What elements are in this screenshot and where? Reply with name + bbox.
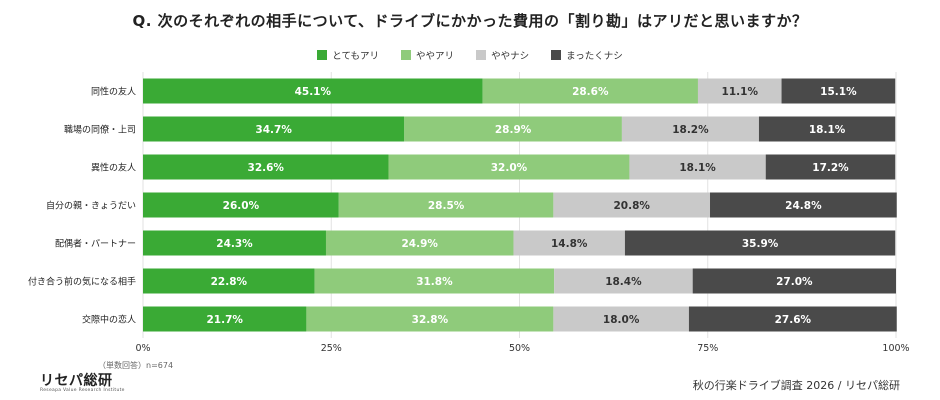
bar-segment bbox=[338, 192, 554, 218]
data-label: 18.2% bbox=[672, 124, 709, 136]
legend-label: とてもアリ bbox=[332, 51, 380, 62]
legend-item-somewhat-yes: ややアリ bbox=[401, 48, 454, 62]
category-label: 交際中の恋人 bbox=[82, 314, 136, 326]
bar-segment bbox=[388, 154, 630, 180]
sample-size-note: （単数回答）n=674 bbox=[98, 361, 174, 370]
bar-segment bbox=[143, 192, 339, 218]
bar-segment bbox=[758, 116, 896, 142]
data-label: 20.8% bbox=[613, 200, 650, 212]
legend-item-not-at-all: まったくナシ bbox=[551, 48, 623, 62]
data-label: 27.6% bbox=[775, 314, 812, 326]
category-label: 異性の友人 bbox=[91, 162, 136, 174]
category-label: 同性の友人 bbox=[91, 86, 136, 98]
bar-segment bbox=[482, 78, 698, 104]
bar-segment bbox=[325, 230, 514, 256]
source-credit: 秋の行楽ドライブ調査 2026 / リセパ総研 bbox=[692, 379, 900, 392]
data-label: 14.8% bbox=[551, 238, 588, 250]
bar-segment bbox=[688, 306, 897, 332]
data-label: 18.0% bbox=[603, 314, 640, 326]
x-tick-label: 0% bbox=[135, 343, 150, 354]
bar-segment bbox=[143, 154, 389, 180]
data-label: 28.9% bbox=[495, 124, 532, 136]
legend-swatch bbox=[401, 50, 412, 60]
data-label: 11.1% bbox=[722, 86, 759, 98]
legend-label: まったくナシ bbox=[566, 51, 623, 62]
data-label: 28.6% bbox=[572, 86, 609, 98]
data-label: 34.7% bbox=[255, 124, 292, 136]
data-label: 24.9% bbox=[402, 238, 439, 250]
bar-segment bbox=[553, 306, 689, 332]
legend-item-somewhat-no: ややナシ bbox=[476, 48, 529, 62]
bar-segment bbox=[314, 268, 555, 294]
legend-swatch bbox=[551, 50, 562, 60]
category-label: 職場の同僚・上司 bbox=[64, 124, 136, 136]
legend-item-very-yes: とてもアリ bbox=[317, 48, 379, 62]
bar-segment bbox=[143, 116, 405, 142]
chart-title: Q. 次のそれぞれの相手について、ドライブにかかった費用の「割り勘」はアリだと思… bbox=[132, 12, 808, 30]
legend-swatch bbox=[317, 50, 328, 60]
data-label: 26.0% bbox=[223, 200, 260, 212]
bar-segment bbox=[306, 306, 554, 332]
bar-segment bbox=[554, 268, 693, 294]
bar-segment bbox=[143, 78, 483, 104]
category-label: 配偶者・パートナー bbox=[55, 238, 136, 250]
data-label: 18.1% bbox=[679, 162, 716, 174]
bar-segment bbox=[624, 230, 896, 256]
data-label: 17.2% bbox=[812, 162, 849, 174]
x-tick-label: 25% bbox=[321, 343, 342, 354]
data-label: 32.8% bbox=[412, 314, 449, 326]
bar-segment bbox=[697, 78, 782, 104]
category-label: 自分の親・きょうだい bbox=[46, 200, 136, 212]
bar-segment bbox=[781, 78, 896, 104]
data-label: 35.9% bbox=[742, 238, 779, 250]
bar-segment bbox=[513, 230, 625, 256]
data-label: 22.8% bbox=[211, 276, 248, 288]
bar-segment bbox=[553, 192, 711, 218]
data-label: 32.0% bbox=[491, 162, 528, 174]
bar-segment bbox=[765, 154, 896, 180]
legend-swatch bbox=[476, 50, 487, 60]
data-label: 18.4% bbox=[605, 276, 642, 288]
data-label: 24.3% bbox=[216, 238, 253, 250]
data-label: 31.8% bbox=[416, 276, 453, 288]
data-label: 18.1% bbox=[809, 124, 846, 136]
data-label: 15.1% bbox=[820, 86, 857, 98]
data-label: 45.1% bbox=[295, 86, 332, 98]
data-label: 24.8% bbox=[785, 200, 822, 212]
bar-segment bbox=[621, 116, 759, 142]
bar-segment bbox=[710, 192, 897, 218]
brand-logo-subtitle: Reseapa Value Research Institute bbox=[40, 388, 125, 393]
legend-label: ややアリ bbox=[416, 51, 455, 62]
category-label: 付き合う前の気になる相手 bbox=[28, 276, 136, 288]
x-tick-label: 75% bbox=[697, 343, 718, 354]
x-tick-label: 100% bbox=[882, 343, 909, 354]
bar-segment bbox=[143, 306, 307, 332]
legend: とてもアリ ややアリ ややナシ まったくナシ bbox=[0, 48, 940, 62]
legend-label: ややナシ bbox=[491, 51, 530, 62]
bar-segment bbox=[692, 268, 896, 294]
data-label: 28.5% bbox=[428, 200, 465, 212]
brand-logo: リセパ総研 bbox=[40, 373, 113, 389]
bar-segment bbox=[404, 116, 622, 142]
bar-segment bbox=[143, 230, 326, 256]
x-tick-label: 50% bbox=[509, 343, 530, 354]
data-label: 32.6% bbox=[248, 162, 285, 174]
data-label: 21.7% bbox=[206, 314, 243, 326]
bar-segment bbox=[629, 154, 766, 180]
data-label: 27.0% bbox=[776, 276, 813, 288]
bar-segment bbox=[143, 268, 315, 294]
